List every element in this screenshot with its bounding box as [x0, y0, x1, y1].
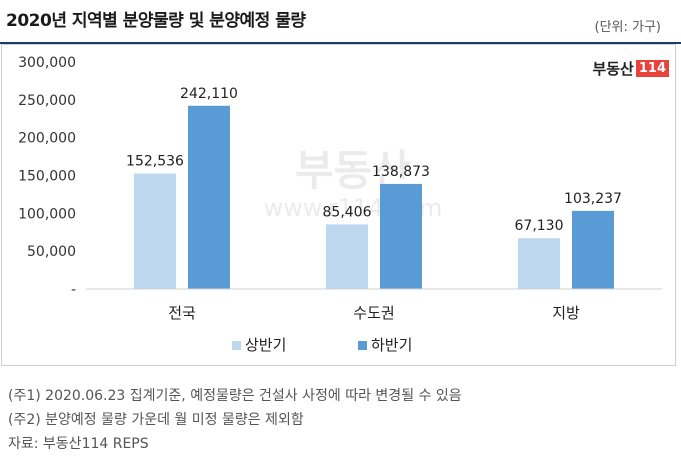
x-axis: 전국 수도권 지방 [86, 288, 662, 322]
logo-text: 부동산 [592, 60, 634, 78]
bar-h1 [134, 173, 176, 289]
legend-label: 하반기 [371, 336, 412, 354]
y-tick-label: 150,000 [18, 169, 76, 185]
legend-label: 상반기 [245, 336, 286, 354]
data-label: 67,130 [515, 218, 564, 234]
data-label: 242,110 [180, 86, 238, 102]
y-tick-label: 50,000 [27, 244, 76, 260]
brand-logo: 부동산 114 [592, 58, 669, 79]
y-tick-label: 100,000 [18, 206, 76, 222]
bar-h1 [326, 224, 368, 289]
y-tick-label: 300,000 [18, 55, 76, 71]
logo-number: 114 [635, 60, 669, 77]
x-tick-label: 지방 [552, 304, 580, 322]
footnote-1: (주1) 2020.06.23 집계기준, 예정물량은 건설사 사정에 따라 변… [8, 388, 462, 404]
bar-h1 [518, 238, 560, 289]
y-tick-label: 250,000 [18, 93, 76, 109]
page-title: 2020년 지역별 분양물량 및 분양예정 물량 [6, 11, 306, 31]
footnotes: (주1) 2020.06.23 집계기준, 예정물량은 건설사 사정에 따라 변… [8, 384, 462, 456]
data-label: 152,536 [126, 154, 184, 170]
bar-h2 [188, 105, 230, 289]
footnote-source: 자료: 부동산114 REPS [8, 436, 149, 452]
data-label: 103,237 [564, 191, 622, 207]
title-divider [0, 42, 681, 44]
data-label: 85,406 [323, 204, 372, 220]
y-tick-label: - [71, 282, 76, 298]
bar-h2 [572, 210, 614, 289]
legend-swatch [232, 341, 241, 350]
legend: 상반기 하반기 [232, 336, 412, 354]
chart-frame [1, 44, 676, 366]
footnote-2: (주2) 분양예정 물량 가운데 월 미정 물량은 제외함 [8, 412, 304, 428]
x-tick-label: 전국 [168, 304, 196, 322]
y-axis: - 50,000 100,000 150,000 200,000 250,000 300,0… [18, 55, 76, 298]
unit-label: (단위: 가구) [594, 20, 662, 35]
x-tick-label: 수도권 [353, 304, 394, 322]
y-tick-label: 200,000 [18, 131, 76, 147]
legend-swatch [358, 341, 367, 350]
bar-h2 [380, 183, 422, 289]
data-label: 138,873 [372, 164, 430, 180]
